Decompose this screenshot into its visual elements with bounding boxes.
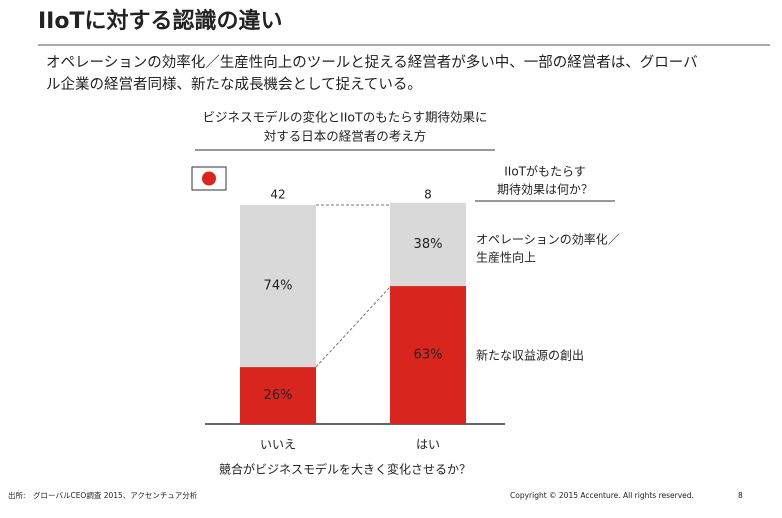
copyright: Copyright © 2015 Accenture. All rights r… [510, 491, 694, 500]
legend-title: IIoTがもたらす [504, 164, 586, 179]
chart-title: ビジネスモデルの変化とIIoTのもたらす期待効果に [203, 110, 488, 125]
legend-title: 期待効果は何か？ [497, 182, 593, 197]
bar-segment [390, 286, 466, 424]
bar-segment [240, 205, 316, 368]
flag-circle [202, 171, 216, 186]
legend-label: 生産性向上 [476, 250, 536, 265]
bar-segment [240, 367, 316, 424]
connector [315, 286, 391, 368]
subtitle-line: オペレーションの効率化／生産性向上のツールと捉える経営者が多い中、一部の経営者は… [46, 54, 698, 71]
page-number: 8 [738, 491, 743, 500]
subtitle-line: ル企業の経営者同様、新たな成長機会として捉えている。 [46, 75, 422, 93]
legend-label: 新たな収益源の創出 [476, 348, 584, 363]
chart-title: 対する日本の経営者の考え方 [264, 129, 427, 144]
bar-segment [390, 202, 466, 287]
x-axis-label: 競合がビジネスモデルを大きく変化させるか？ [219, 462, 471, 477]
x-tick-label: いいえ [260, 438, 296, 452]
total-label: 8 [424, 188, 432, 202]
value-label: 74% [264, 279, 293, 294]
value-label: 63% [414, 348, 443, 363]
slide-title: IIoTに対する認識の違い [38, 8, 283, 34]
x-tick-label: はい [416, 438, 440, 452]
value-label: 26% [264, 388, 293, 403]
total-label: 42 [270, 188, 285, 202]
value-label: 38% [414, 237, 443, 252]
legend-label: オペレーションの効率化／ [476, 232, 620, 247]
source: 出所: グローバルCEO調査 2015、アクセンチュア分析 [8, 490, 198, 500]
